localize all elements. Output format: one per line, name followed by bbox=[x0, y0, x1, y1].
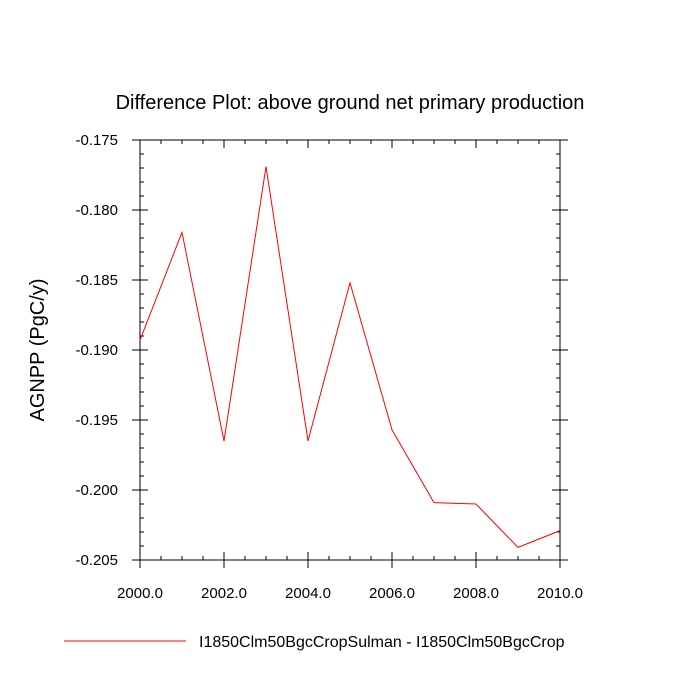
y-tick-label: -0.190 bbox=[75, 342, 118, 359]
x-tick-label: 2000.0 bbox=[117, 585, 163, 602]
x-tick-label: 2004.0 bbox=[285, 585, 331, 602]
x-tick-label: 2002.0 bbox=[201, 585, 247, 602]
y-tick-label: -0.205 bbox=[75, 552, 118, 569]
legend: I1850Clm50BgcCropSulman - I1850Clm50BgcC… bbox=[64, 634, 565, 651]
x-tick-label: 2010.0 bbox=[537, 585, 583, 602]
y-axis-label: AGNPP (PgC/y) bbox=[27, 279, 49, 422]
y-tick-label: -0.175 bbox=[75, 132, 118, 149]
plot-frame bbox=[139, 139, 561, 561]
chart-title: Difference Plot: above ground net primar… bbox=[116, 92, 585, 114]
y-tick-label: -0.180 bbox=[75, 202, 118, 219]
legend-label: I1850Clm50BgcCropSulman - I1850Clm50BgcC… bbox=[199, 634, 565, 651]
y-tick-label: -0.200 bbox=[75, 482, 118, 499]
x-tick-label: 2006.0 bbox=[369, 585, 415, 602]
series-line bbox=[139, 166, 561, 548]
x-tick-label: 2008.0 bbox=[453, 585, 499, 602]
y-tick-label: -0.195 bbox=[75, 412, 118, 429]
y-tick-label: -0.185 bbox=[75, 272, 118, 289]
plot-area: 2000.0 2002.0 2004.0 2006.0 2008.0 2010.0 -0.1… bbox=[75, 132, 582, 602]
